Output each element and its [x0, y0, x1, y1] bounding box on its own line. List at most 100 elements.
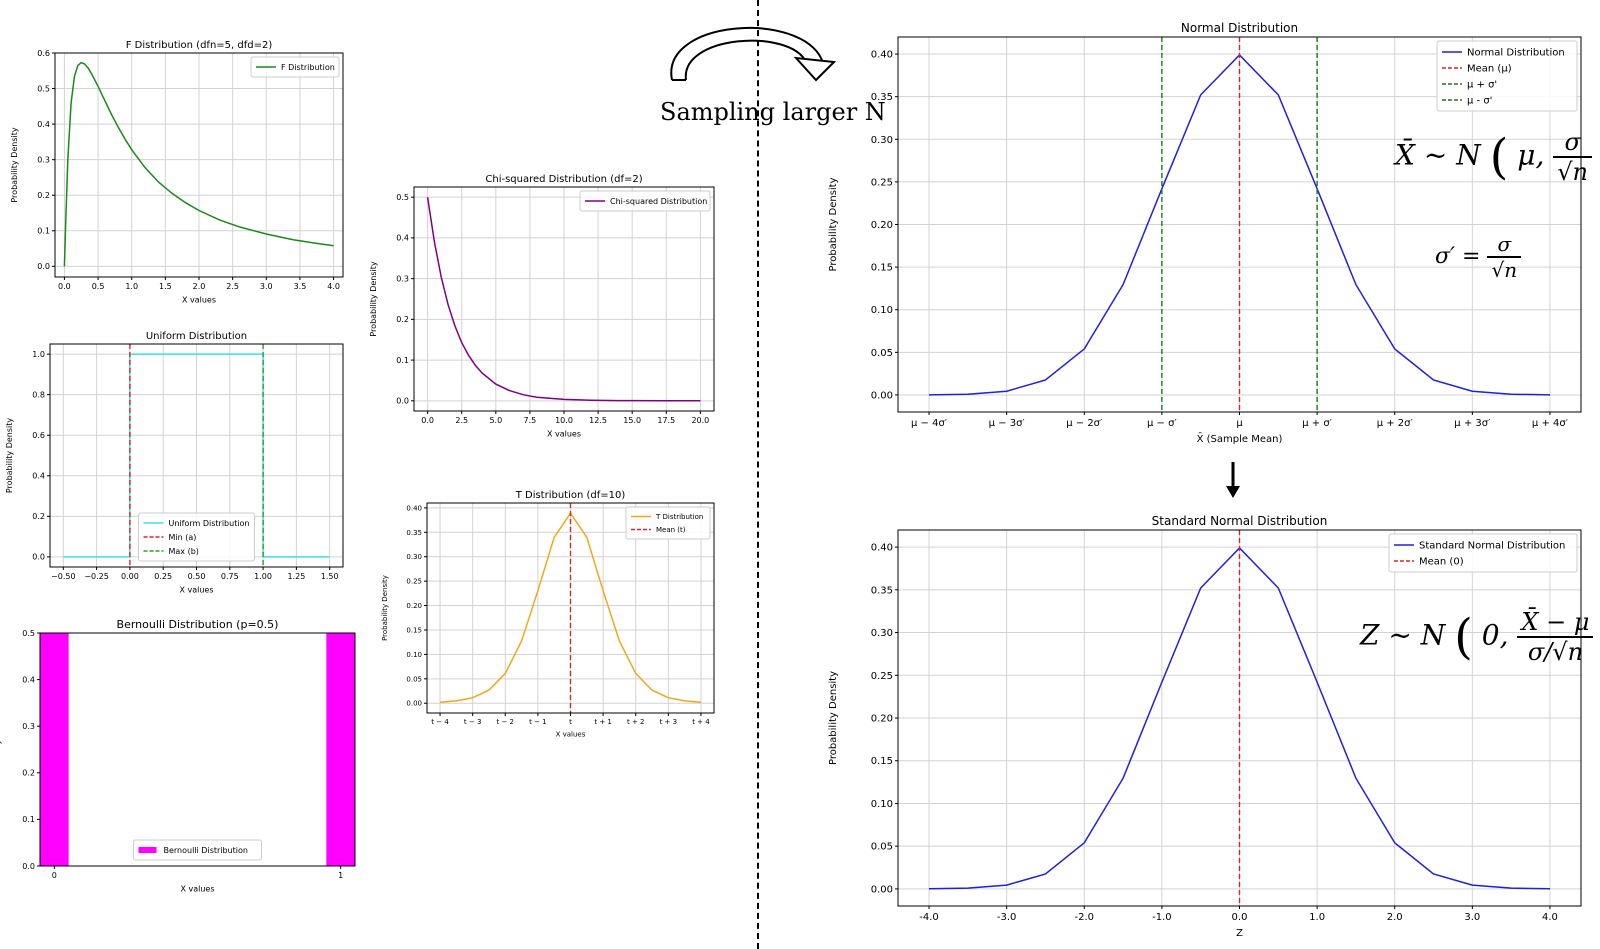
legend-label: Bernoulli Distribution — [164, 846, 248, 855]
x-tick-label: μ − 4σ′ — [911, 418, 948, 429]
y-tick-label: 0.0 — [37, 262, 50, 271]
x-axis-label: X values — [182, 296, 216, 305]
y-tick-label: 0.25 — [406, 578, 422, 586]
y-tick-label: 0.30 — [406, 553, 422, 561]
x-tick-label: 1.5 — [159, 282, 172, 291]
x-axis-label: Z — [1236, 928, 1243, 939]
legend-label: Chi-squared Distribution — [610, 197, 707, 206]
x-axis-label: X values — [556, 730, 586, 738]
x-tick-label: μ − 3σ′ — [989, 418, 1026, 429]
x-tick-label: 0.0 — [58, 282, 71, 291]
x-tick-label: 1.0 — [125, 282, 138, 291]
legend-label: μ - σ' — [1467, 96, 1492, 107]
legend: Standard Normal Distribution Mean (0) — [1388, 533, 1578, 573]
x-axis-label: X values — [179, 586, 213, 595]
y-tick-label: 0.6 — [32, 431, 45, 440]
legend-label: Mean (t) — [656, 526, 686, 534]
y-tick-label: 0.5 — [22, 629, 35, 638]
plot-frame — [897, 529, 1582, 907]
legend-box — [1388, 533, 1578, 573]
x-axis-label: X values — [180, 885, 214, 894]
legend-label: μ + σ' — [1467, 80, 1497, 91]
sample-mean-formula: X̄ ~ N ( μ, σ √n ) — [1395, 128, 1600, 186]
y-tick-label: 0.00 — [871, 884, 893, 895]
y-axis-label: Probability Density — [5, 418, 14, 494]
chart-stdnormal: -4.0 -3.0 -2.0 -1.0 0.0 1.0 2.0 3.0 4.0 0.00 0.05 0… — [828, 514, 1582, 939]
x-tick-label: 2.0 — [193, 282, 206, 291]
y-tick-label: 0.3 — [37, 155, 50, 164]
formula-lhs: σ′ = — [1435, 244, 1481, 269]
y-tick-label: 0.35 — [406, 529, 422, 537]
y-tick-label: 1.0 — [32, 350, 45, 359]
y-tick-label: 0.0 — [396, 397, 409, 406]
legend: Uniform Distribution Min (a) Max (b) — [138, 512, 255, 562]
x-tick-label: 0.5 — [92, 282, 105, 291]
x-tick-label: 7.5 — [524, 416, 537, 425]
y-tick-label: 0.0 — [22, 862, 35, 871]
y-tick-label: 0.5 — [37, 84, 50, 93]
x-tick-label: t − 4 — [431, 718, 449, 726]
x-tick-label: -1.0 — [1152, 912, 1172, 923]
y-tick-label: 0.4 — [396, 234, 409, 243]
formula-denominator: σ/√n — [1527, 638, 1584, 666]
chart-bernoulli: 0 1 0.0 0.1 0.2 0.3 0.4 0.5 Bernoulli Distributi… — [0, 618, 356, 894]
legend: Normal Distribution Mean (μ) μ + σ' μ - σ' — [1436, 40, 1578, 112]
formula-open-paren: ( — [1489, 129, 1509, 185]
x-tick-label: t — [569, 718, 572, 726]
y-tick-label: 0.1 — [396, 356, 409, 365]
y-tick-label: 0.35 — [871, 585, 893, 596]
x-tick-label: 1 — [338, 871, 343, 880]
y-tick-label: 0.1 — [22, 815, 35, 824]
x-axis-label: X̄ (Sample Mean) — [1197, 432, 1283, 445]
y-tick-label: 0.5 — [396, 193, 409, 202]
y-tick-label: 0.3 — [22, 722, 35, 731]
x-tick-label: 5.0 — [489, 416, 502, 425]
y-tick-label: 0.2 — [32, 512, 45, 521]
y-tick-label: 0.40 — [406, 504, 422, 512]
x-tick-label: μ — [1236, 418, 1243, 429]
x-tick-label: μ + 4σ′ — [1532, 418, 1569, 429]
y-axis-label: Probability Density — [369, 261, 378, 337]
y-tick-label: 0.25 — [871, 671, 893, 682]
x-tick-label: −0.50 — [51, 572, 76, 581]
legend-label: Min (a) — [169, 533, 197, 542]
chart-title: Bernoulli Distribution (p=0.5) — [117, 618, 279, 631]
x-tick-label: 12.5 — [589, 416, 607, 425]
plot-frame — [49, 343, 344, 568]
chart-title: Standard Normal Distribution — [1152, 514, 1328, 528]
series-line — [63, 353, 330, 558]
series-line — [63, 61, 334, 267]
legend-box — [138, 512, 255, 562]
formula-fraction: σ √n — [1553, 128, 1593, 186]
y-tick-label: 0.00 — [871, 390, 893, 401]
x-tick-label: 1.00 — [254, 572, 272, 581]
x-tick-label: 0.0 — [421, 416, 434, 425]
bar — [40, 633, 69, 866]
x-tick-label: 17.5 — [657, 416, 675, 425]
formula-args: 0, — [1481, 618, 1509, 652]
y-tick-label: 0.6 — [37, 49, 50, 58]
legend-label: Standard Normal Distribution — [1419, 541, 1565, 552]
plot-frame — [426, 502, 715, 714]
legend-label: Mean (μ) — [1467, 64, 1512, 75]
sampling-larger-n-label: Sampling larger N — [660, 98, 886, 126]
down-arrow-icon — [1226, 462, 1240, 498]
chart-title: Normal Distribution — [1181, 21, 1298, 35]
y-tick-label: 0.05 — [871, 842, 893, 853]
x-tick-label: 3.5 — [294, 282, 307, 291]
formula-lhs: Z ~ N — [1360, 618, 1446, 652]
x-tick-label: 1.25 — [287, 572, 305, 581]
y-tick-label: 0.00 — [406, 700, 422, 708]
y-tick-label: 0.15 — [871, 756, 893, 767]
legend-label: Mean (0) — [1419, 557, 1464, 568]
y-tick-label: 0.0 — [32, 553, 45, 562]
y-tick-label: 0.4 — [22, 675, 35, 684]
sigma-prime-formula: σ′ = σ √n — [1435, 232, 1522, 282]
legend-label: Uniform Distribution — [169, 519, 250, 528]
y-axis-label: Probability Density — [381, 575, 389, 641]
x-tick-label: t − 2 — [497, 718, 515, 726]
legend-label: Max (b) — [169, 547, 199, 556]
legend-box — [625, 506, 711, 540]
y-axis-label: Probability Density — [10, 127, 19, 203]
